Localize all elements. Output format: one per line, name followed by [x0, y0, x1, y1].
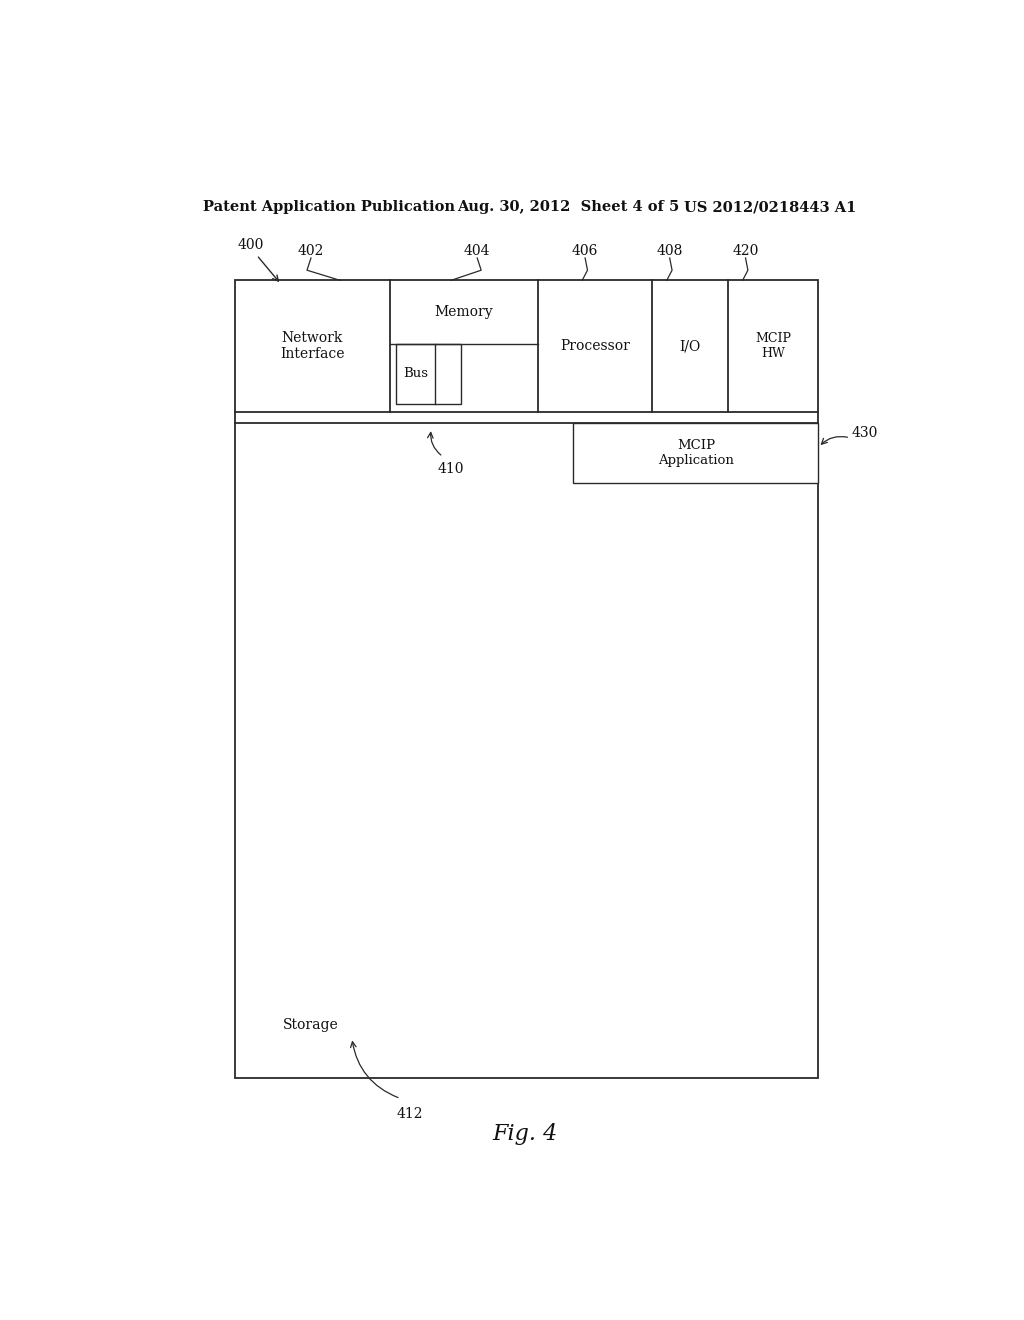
Text: Bus: Bus — [402, 367, 428, 380]
Bar — [236, 280, 818, 1078]
Text: 412: 412 — [397, 1106, 423, 1121]
Bar — [573, 424, 818, 483]
Text: Processor: Processor — [560, 339, 630, 354]
Text: MCIP
HW: MCIP HW — [756, 333, 792, 360]
Text: Aug. 30, 2012  Sheet 4 of 5: Aug. 30, 2012 Sheet 4 of 5 — [458, 201, 680, 214]
Text: 404: 404 — [464, 244, 490, 257]
Text: 430: 430 — [852, 426, 879, 440]
Text: US 2012/0218443 A1: US 2012/0218443 A1 — [684, 201, 856, 214]
Text: Patent Application Publication: Patent Application Publication — [204, 201, 456, 214]
Text: 402: 402 — [298, 244, 325, 257]
Text: Storage: Storage — [283, 1018, 339, 1032]
Bar — [395, 343, 461, 404]
Text: 400: 400 — [238, 238, 264, 252]
Text: Fig. 4: Fig. 4 — [493, 1123, 557, 1146]
Text: Memory: Memory — [435, 305, 494, 319]
Text: 410: 410 — [437, 462, 464, 475]
Text: Network
Interface: Network Interface — [281, 331, 345, 362]
Text: 420: 420 — [732, 244, 759, 257]
Text: I/O: I/O — [680, 339, 700, 354]
Text: 408: 408 — [656, 244, 683, 257]
Text: 406: 406 — [572, 244, 598, 257]
Text: MCIP
Application: MCIP Application — [658, 440, 734, 467]
